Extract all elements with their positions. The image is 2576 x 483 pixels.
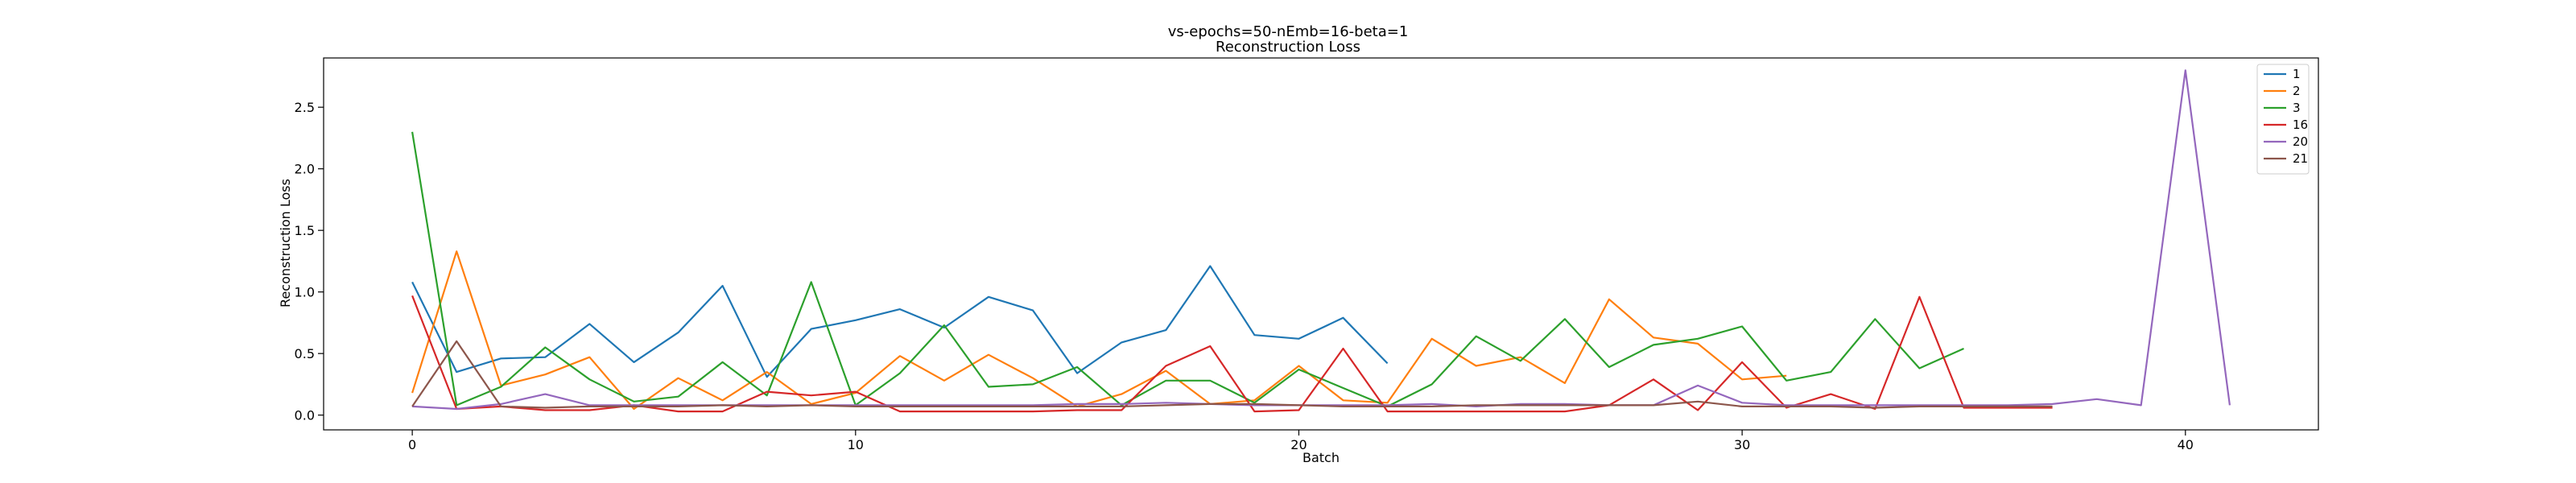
y-tick-label: 0.5	[295, 346, 315, 361]
x-tick-label: 0	[408, 437, 416, 452]
series-16-line	[411, 295, 2053, 413]
legend-label: 1	[2293, 67, 2301, 81]
x-tick-label: 20	[1290, 437, 1307, 452]
legend-label: 2	[2293, 84, 2301, 98]
x-tick-label: 30	[1734, 437, 1750, 452]
chart-subtitle: Reconstruction Loss	[1216, 39, 1360, 56]
legend: 1 2 3 16 20 21	[2256, 64, 2310, 175]
y-axis-label: Reconstruction Loss	[278, 179, 293, 308]
series-3-line	[411, 131, 1964, 407]
legend-label: 3	[2293, 101, 2301, 115]
y-axis-ticks: 0.0 0.5 1.0 1.5 2.0 2.5	[295, 100, 324, 423]
plot-series	[411, 69, 2231, 413]
y-tick-label: 1.5	[295, 223, 315, 238]
x-tick-label: 40	[2178, 437, 2194, 452]
y-tick-label: 2.5	[295, 100, 315, 115]
x-axis-label: Batch	[1302, 450, 1340, 465]
chart-title: vs-epochs=50-nEmb=16-beta=1	[1168, 23, 1409, 40]
series-1-line	[411, 265, 1389, 378]
y-tick-label: 0.0	[295, 408, 315, 423]
y-tick-label: 2.0	[295, 162, 315, 177]
series-20-line	[412, 69, 2231, 411]
x-axis-ticks: 0 10 20 30 40	[408, 430, 2194, 452]
legend-label: 20	[2293, 134, 2308, 149]
legend-label: 21	[2293, 151, 2308, 166]
series-2-line	[411, 250, 1787, 411]
plot-frame	[323, 57, 2319, 431]
x-tick-label: 10	[848, 437, 864, 452]
legend-label: 16	[2293, 118, 2308, 132]
series-21-line	[411, 340, 2053, 409]
y-tick-label: 1.0	[295, 285, 315, 300]
